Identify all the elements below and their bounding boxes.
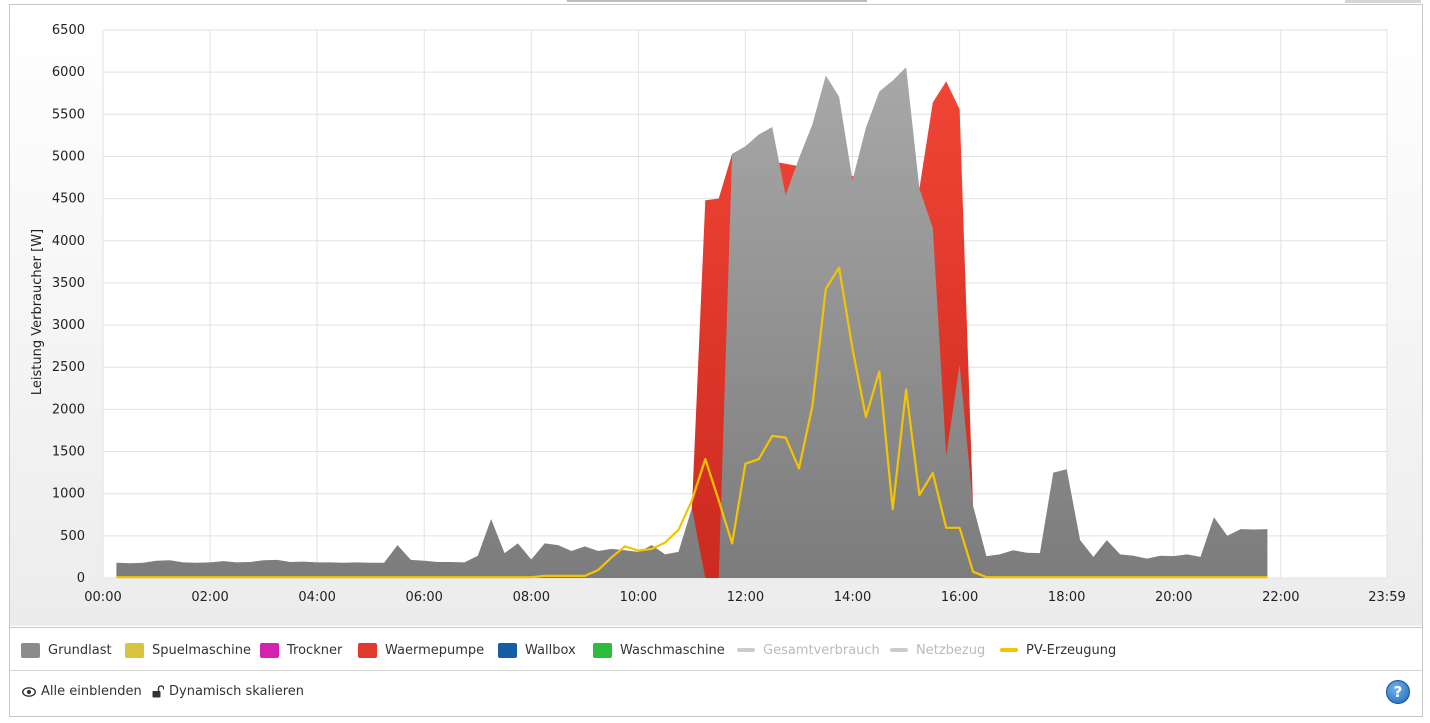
y-tick-label: 1500 xyxy=(52,445,85,460)
y-tick-label: 4000 xyxy=(52,234,85,249)
x-tick-label: 12:00 xyxy=(727,590,764,605)
unlock-icon xyxy=(152,685,164,698)
legend-item-waschmaschine[interactable]: Waschmaschine xyxy=(593,640,725,660)
legend-item-netzbezug[interactable]: Netzbezug xyxy=(890,640,985,660)
x-tick-label: 00:00 xyxy=(84,590,121,605)
legend-swatch xyxy=(498,642,517,658)
y-tick-label: 2500 xyxy=(52,360,85,375)
y-tick-label: 3500 xyxy=(52,276,85,291)
legend-swatch xyxy=(358,642,377,658)
legend-label: PV-Erzeugung xyxy=(1026,642,1117,658)
legend-swatch xyxy=(260,642,279,658)
y-tick-label: 0 xyxy=(77,571,85,586)
legend-label: Waermepumpe xyxy=(385,642,485,658)
x-tick-label: 02:00 xyxy=(191,590,228,605)
legend-label: Spuelmaschine xyxy=(152,642,251,658)
y-tick-label: 4500 xyxy=(52,192,85,207)
legend-swatch xyxy=(1000,648,1018,652)
legend-label: Gesamtverbrauch xyxy=(763,642,880,658)
top-right-edge xyxy=(1345,0,1421,3)
show-all-label: Alle einblenden xyxy=(41,684,142,699)
legend: Grundlast Spuelmaschine Trockner Waermepump… xyxy=(10,627,1422,671)
top-tab-edge xyxy=(567,0,867,2)
legend-swatch xyxy=(593,642,612,658)
legend-item-wallbox[interactable]: Wallbox xyxy=(498,640,576,660)
legend-label: Trockner xyxy=(287,642,343,658)
x-tick-label: 06:00 xyxy=(405,590,442,605)
legend-item-waermepumpe[interactable]: Waermepumpe xyxy=(358,640,484,660)
show-all-button[interactable]: Alle einblenden xyxy=(22,684,142,699)
y-tick-label: 3000 xyxy=(52,318,85,333)
legend-item-grundlast[interactable]: Grundlast xyxy=(21,640,112,660)
y-axis-label: Leistung Verbraucher [W] xyxy=(30,229,45,395)
help-icon[interactable]: ? xyxy=(1386,680,1410,704)
dynamic-scale-label: Dynamisch skalieren xyxy=(169,684,305,699)
x-tick-label: 16:00 xyxy=(941,590,978,605)
pv-erzeugung-line[interactable] xyxy=(116,266,1268,579)
x-tick-label: 04:00 xyxy=(298,590,335,605)
legend-item-spuelmaschine[interactable]: Spuelmaschine xyxy=(125,640,251,660)
x-tick-label: 18:00 xyxy=(1048,590,1085,605)
legend-label: Netzbezug xyxy=(916,642,986,658)
legend-swatch xyxy=(737,648,755,652)
legend-label: Wallbox xyxy=(525,642,576,658)
y-tick-label: 500 xyxy=(60,529,85,544)
y-tick-label: 1000 xyxy=(52,487,85,502)
chart-panel: 0 500 1000 1500 2000 2500 3000 3500 4000 4500 5000… xyxy=(10,5,1422,626)
legend-item-pv-erzeugung[interactable]: PV-Erzeugung xyxy=(1000,640,1116,660)
chart-controls: Alle einblenden Dynamisch skalieren ? xyxy=(10,672,1422,716)
y-tick-label: 2000 xyxy=(52,402,85,417)
legend-label: Grundlast xyxy=(48,642,112,658)
legend-swatch xyxy=(21,642,40,658)
legend-swatch xyxy=(125,642,144,658)
eye-icon xyxy=(22,686,36,697)
x-tick-label: 14:00 xyxy=(834,590,871,605)
y-tick-label: 5000 xyxy=(52,149,85,164)
legend-swatch xyxy=(890,648,908,652)
y-tick-label: 6500 xyxy=(52,23,85,38)
dynamic-scale-button[interactable]: Dynamisch skalieren xyxy=(152,684,304,699)
x-tick-label: 22:00 xyxy=(1262,590,1299,605)
y-tick-label: 6000 xyxy=(52,65,85,80)
x-tick-label: 08:00 xyxy=(513,590,550,605)
legend-label: Waschmaschine xyxy=(620,642,725,658)
x-tick-label: 10:00 xyxy=(620,590,657,605)
legend-item-gesamtverbrauch[interactable]: Gesamtverbrauch xyxy=(737,640,880,660)
y-tick-label: 5500 xyxy=(52,107,85,122)
legend-item-trockner[interactable]: Trockner xyxy=(260,640,342,660)
chart-svg: 0 500 1000 1500 2000 2500 3000 3500 4000 4500 5000… xyxy=(30,23,1406,605)
x-tick-label: 23:59 xyxy=(1368,590,1405,605)
x-tick-label: 20:00 xyxy=(1155,590,1192,605)
